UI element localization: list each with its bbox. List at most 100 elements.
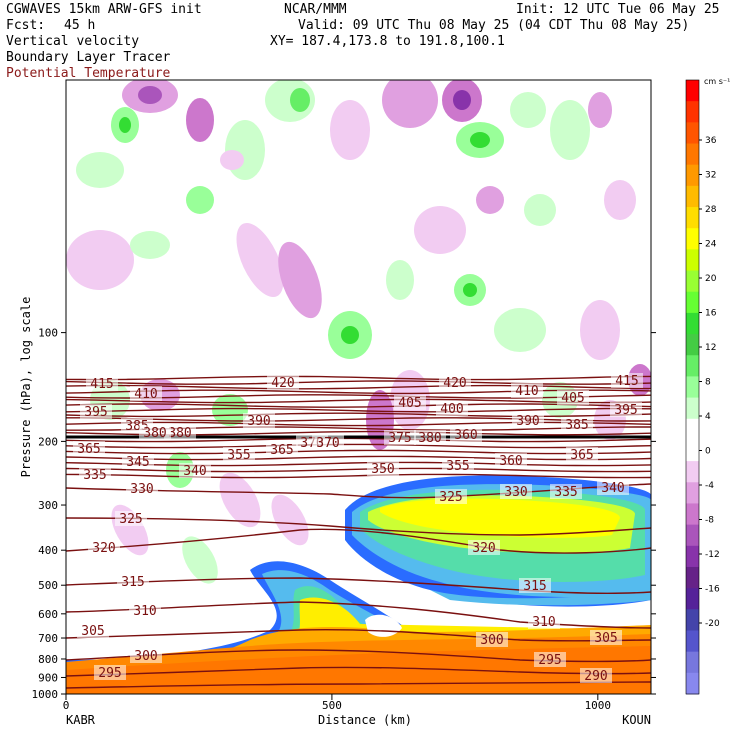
theta-contour xyxy=(66,407,651,413)
colorbar-swatch xyxy=(686,80,699,102)
theta-label: 405 xyxy=(561,391,584,406)
theta-label: 395 xyxy=(614,403,637,418)
colorbar-label: -16 xyxy=(705,585,720,595)
theta-label-bg xyxy=(442,458,474,473)
theta-label-bg xyxy=(528,614,560,629)
colorbar-swatch xyxy=(686,461,699,483)
theta-label-bg xyxy=(468,540,500,555)
theta-label-bg xyxy=(130,648,162,663)
theta-label-bg xyxy=(519,578,551,593)
colorbar-swatch xyxy=(686,228,699,250)
theta-label-bg xyxy=(561,417,593,432)
colorbar-label: 12 xyxy=(705,343,716,353)
theta-contour xyxy=(66,449,651,455)
theta-label: 330 xyxy=(504,485,527,500)
colorbar-swatch xyxy=(686,355,699,377)
colorbar-frame xyxy=(685,79,700,695)
theta-label-bg xyxy=(611,373,643,388)
colorbar: 36 32 28 24 20 16 12 8 4 0 -4 -8 -12 -16 -20 xyxy=(685,79,720,695)
field-vertical-velocity: Vertical velocity xyxy=(6,34,140,49)
boundary-layer-tracer-shading xyxy=(66,475,651,694)
field-boundary-layer-tracer: Boundary Layer Tracer xyxy=(6,50,171,65)
theta-label: 395 xyxy=(84,405,107,420)
theta-label-bg xyxy=(129,603,161,618)
theta-label: 365 xyxy=(270,443,293,458)
potential-temperature-contours xyxy=(66,375,651,689)
plot-frame xyxy=(65,79,652,695)
theta-label: 365 xyxy=(77,442,100,457)
theta-label-bg xyxy=(223,447,255,462)
theta-label-bg xyxy=(439,375,471,390)
theta-label: 390 xyxy=(247,414,270,429)
colorbar-label: 24 xyxy=(705,240,717,250)
theta-label: 305 xyxy=(81,624,104,639)
x-tick-label: 1000 xyxy=(585,699,612,712)
theta-contour xyxy=(66,412,651,418)
theta-label: 325 xyxy=(119,512,142,527)
theta-label: 405 xyxy=(398,396,421,411)
theta-contour xyxy=(66,473,651,479)
colorbar-swatch xyxy=(686,185,699,208)
theta-label-bg xyxy=(79,467,111,482)
theta-label: 415 xyxy=(90,377,113,392)
theta-contour xyxy=(66,421,651,427)
theta-contour xyxy=(66,528,651,554)
fcst-label: Fcst: xyxy=(6,18,46,33)
colorbar-label: 20 xyxy=(705,274,717,284)
theta-label-bg xyxy=(73,441,105,456)
theta-label: 340 xyxy=(183,464,206,479)
theta-label: 375 xyxy=(388,431,411,446)
theta-contour xyxy=(66,375,651,381)
theta-contour xyxy=(66,403,651,408)
theta-contour xyxy=(66,417,651,422)
theta-label: 310 xyxy=(133,604,156,619)
colorbar-swatch xyxy=(686,397,699,420)
colorbar-label: -20 xyxy=(705,619,720,629)
colorbar-units: cm s⁻¹ xyxy=(704,77,730,86)
theta-label: 315 xyxy=(121,575,144,590)
colorbar-swatch xyxy=(686,122,699,145)
theta-label-bg xyxy=(126,481,158,496)
theta-label: 295 xyxy=(98,666,121,681)
theta-label-bg xyxy=(534,652,566,667)
theta-label: 370 xyxy=(316,436,339,451)
theta-label-bg xyxy=(115,511,147,526)
theta-label-bg xyxy=(122,454,154,469)
theta-label: 340 xyxy=(601,481,624,496)
theta-label: 385 xyxy=(565,418,588,433)
theta-contour xyxy=(66,601,651,629)
colorbar-swatch xyxy=(686,672,699,695)
colorbar-label: 4 xyxy=(705,412,711,422)
theta-contour xyxy=(66,380,651,385)
theta-label-bg xyxy=(450,427,482,442)
init-time: Init: 12 UTC Tue 06 May 25 xyxy=(516,2,720,17)
colorbar-swatch xyxy=(686,566,699,589)
colorbar-swatch xyxy=(686,439,699,462)
theta-label-bg xyxy=(597,480,629,495)
y-tick-label: 800 xyxy=(38,653,58,666)
y-tick-label: 600 xyxy=(38,608,58,621)
colorbar-swatch xyxy=(686,482,699,504)
right-station-label: KOUN xyxy=(622,713,651,727)
x-axis-label: Distance (km) xyxy=(318,713,412,727)
colorbar-swatch xyxy=(686,291,699,314)
theta-label: 350 xyxy=(371,462,394,477)
theta-label-bg xyxy=(86,376,118,391)
colorbar-label: 8 xyxy=(705,378,711,388)
colorbar-swatch xyxy=(686,270,699,293)
theta-label-bg xyxy=(566,447,598,462)
theta-label: 295 xyxy=(538,653,561,668)
x-tick-label: 500 xyxy=(322,699,342,712)
field-potential-temperature: Potential Temperature xyxy=(6,66,171,81)
potential-temperature-labels: 415 410 420 420 410 415 395 385 390 405 400 390 405 3… xyxy=(73,373,643,684)
colorbar-label: -12 xyxy=(705,550,720,560)
theta-contour xyxy=(66,455,651,461)
theta-label: 355 xyxy=(227,448,250,463)
colorbar-swatch xyxy=(686,101,699,123)
theta-label-bg xyxy=(367,461,399,476)
colorbar-label: -8 xyxy=(705,516,714,526)
theta-contour xyxy=(66,394,651,399)
theta-label: 320 xyxy=(92,541,115,556)
y-tick-label: 400 xyxy=(38,544,58,557)
valid-time: Valid: 09 UTC Thu 08 May 25 (04 CDT Thu … xyxy=(298,18,690,33)
